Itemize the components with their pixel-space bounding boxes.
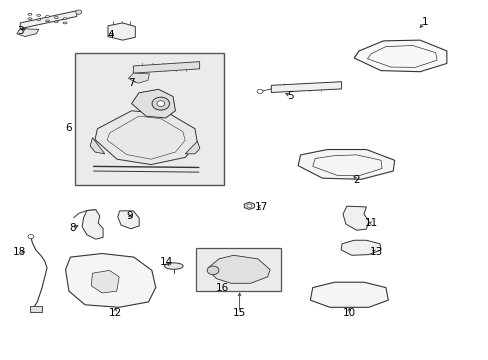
Circle shape xyxy=(152,97,169,110)
Bar xyxy=(75,53,223,185)
Ellipse shape xyxy=(28,13,32,15)
Polygon shape xyxy=(118,211,139,229)
Text: 4: 4 xyxy=(107,30,114,40)
Ellipse shape xyxy=(45,20,49,22)
Polygon shape xyxy=(340,240,380,255)
Polygon shape xyxy=(17,29,39,37)
Ellipse shape xyxy=(63,22,67,24)
Polygon shape xyxy=(342,206,368,230)
Text: 18: 18 xyxy=(13,247,26,257)
Polygon shape xyxy=(91,270,119,293)
Polygon shape xyxy=(108,23,135,40)
Polygon shape xyxy=(131,89,175,118)
Text: 17: 17 xyxy=(254,202,267,212)
Text: 1: 1 xyxy=(421,17,427,27)
Ellipse shape xyxy=(37,14,41,16)
Circle shape xyxy=(207,266,219,275)
Circle shape xyxy=(157,101,164,107)
Ellipse shape xyxy=(63,18,67,19)
Text: 16: 16 xyxy=(216,283,229,293)
Polygon shape xyxy=(208,255,269,283)
Text: 14: 14 xyxy=(160,257,173,267)
Text: 7: 7 xyxy=(128,78,134,88)
Polygon shape xyxy=(20,11,77,29)
Polygon shape xyxy=(128,73,149,83)
Text: 15: 15 xyxy=(232,308,246,318)
Ellipse shape xyxy=(28,18,32,19)
Text: 12: 12 xyxy=(108,308,122,318)
Text: 3: 3 xyxy=(17,26,23,36)
Polygon shape xyxy=(310,282,387,307)
Circle shape xyxy=(28,234,34,239)
Polygon shape xyxy=(271,82,341,93)
Ellipse shape xyxy=(54,17,58,18)
Polygon shape xyxy=(353,40,446,72)
Text: 5: 5 xyxy=(287,91,294,101)
Polygon shape xyxy=(90,138,104,154)
Ellipse shape xyxy=(45,15,49,17)
Circle shape xyxy=(76,10,81,14)
Text: 6: 6 xyxy=(65,123,72,133)
Text: 13: 13 xyxy=(369,247,382,257)
Polygon shape xyxy=(298,149,394,179)
Ellipse shape xyxy=(54,21,58,23)
Text: 10: 10 xyxy=(342,308,355,318)
Bar xyxy=(30,306,42,312)
Text: 2: 2 xyxy=(353,175,359,185)
Circle shape xyxy=(257,89,263,94)
Polygon shape xyxy=(244,202,254,210)
Polygon shape xyxy=(65,253,156,307)
Circle shape xyxy=(246,204,251,208)
Polygon shape xyxy=(95,111,197,165)
Text: 9: 9 xyxy=(126,211,133,221)
Polygon shape xyxy=(82,210,103,239)
Text: 8: 8 xyxy=(69,224,76,233)
Polygon shape xyxy=(185,141,200,154)
Text: 11: 11 xyxy=(364,218,377,228)
Bar xyxy=(195,248,281,291)
Polygon shape xyxy=(133,62,199,73)
Ellipse shape xyxy=(37,19,41,21)
Ellipse shape xyxy=(164,263,183,269)
